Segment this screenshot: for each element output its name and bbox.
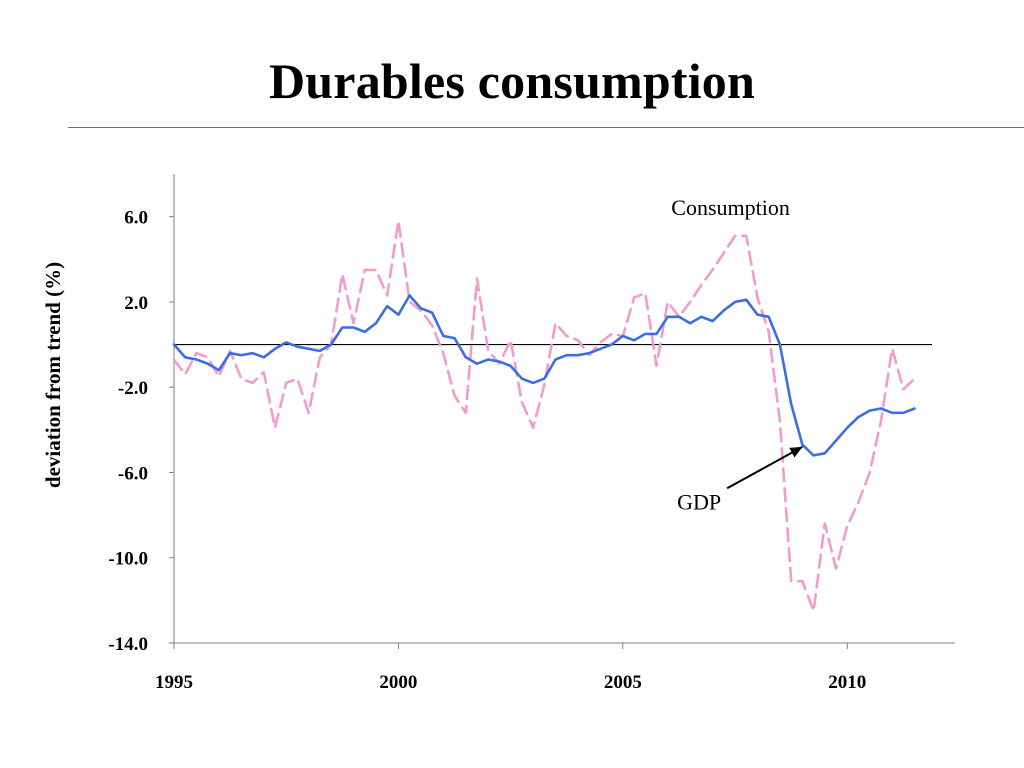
title-divider [68, 127, 1024, 128]
y-tick-label: -6.0 [118, 463, 148, 484]
y-tick-label: 6.0 [124, 208, 148, 229]
gdp-series-label: GDP [677, 489, 721, 514]
x-tick-label: 2005 [604, 672, 642, 693]
y-tick-label: -14.0 [108, 634, 148, 655]
chart-series [172, 219, 916, 613]
chart-axes: 6.0 2.0 -2.0 -6.0 -10.0 -14.0 1995 2000 2005 2010 [108, 174, 955, 693]
consumption-series-line [172, 219, 916, 613]
x-tick-label: 1995 [155, 672, 193, 693]
y-tick-label: 2.0 [124, 293, 148, 314]
consumption-series-label: Consumption [671, 195, 790, 220]
gdp-series-line [172, 294, 916, 457]
y-tick-label: -10.0 [108, 549, 148, 570]
x-tick-label: 2000 [379, 672, 417, 693]
y-tick-label: -2.0 [118, 378, 148, 399]
chart-annotations: Consumption GDP [671, 195, 803, 514]
x-tick-label: 2010 [828, 672, 866, 693]
gdp-arrow-line [726, 445, 803, 490]
gdp-arrow-head [789, 446, 803, 458]
y-axis-label: deviation from trend (%) [41, 262, 65, 488]
slide-title: Durables consumption [268, 53, 756, 109]
